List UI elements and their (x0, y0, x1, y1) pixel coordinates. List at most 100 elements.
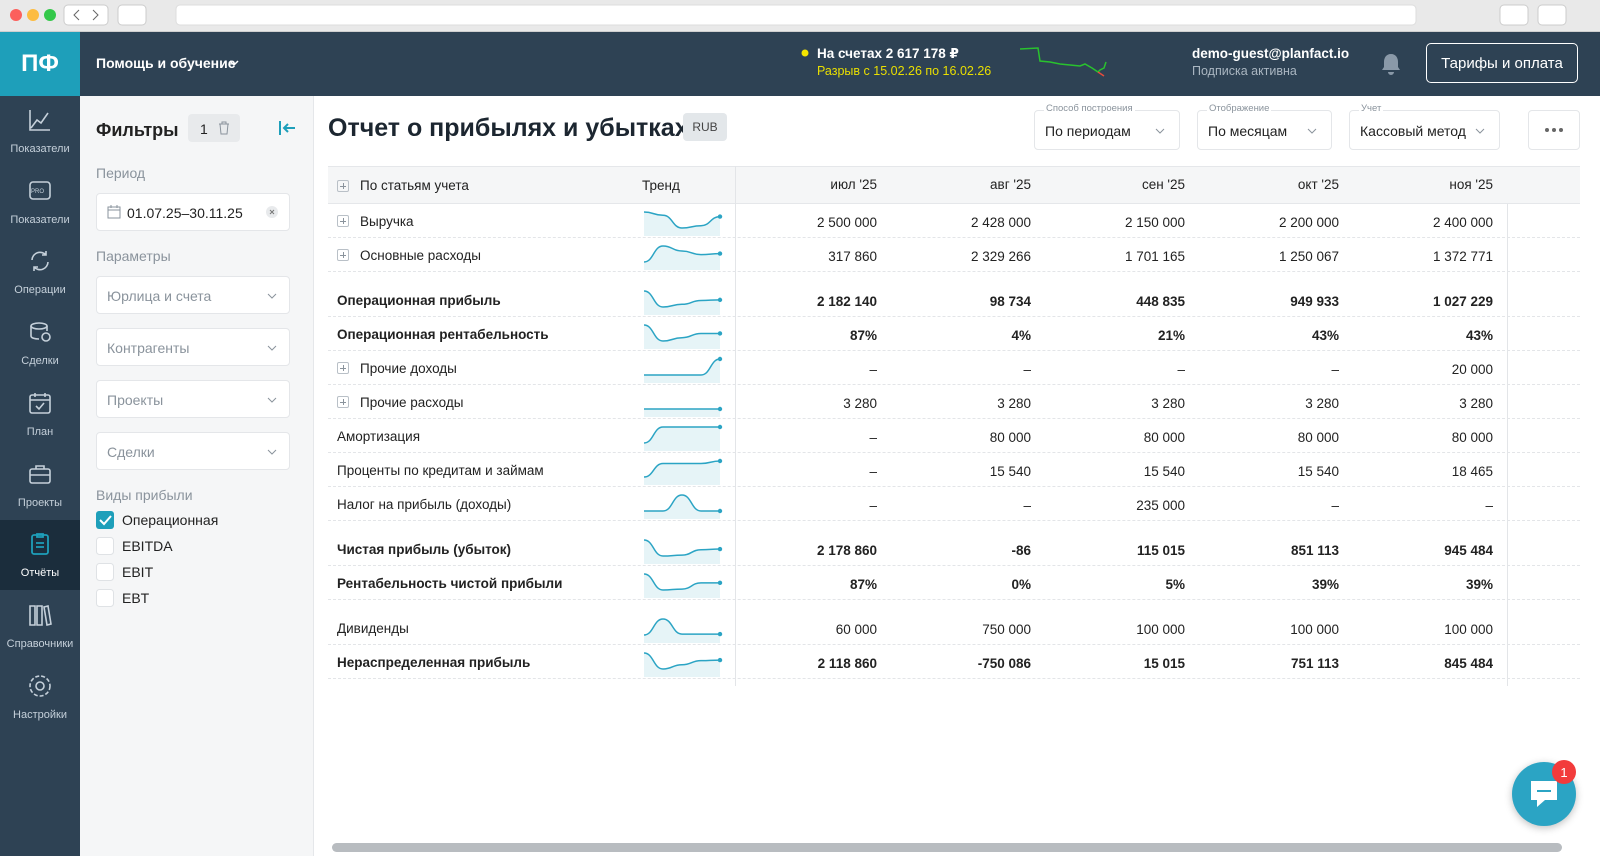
table-cell: 3 280 (1151, 396, 1185, 411)
filter-dropdown[interactable]: Контрагенты (96, 328, 290, 366)
table-cell: 98 734 (989, 294, 1031, 309)
nav-item[interactable]: Справочники (0, 591, 80, 661)
table-row[interactable]: Рентабельность чистой прибыли 87% 0% 5% 39% 3… (328, 566, 1580, 600)
table-cell: 3 280 (1459, 396, 1493, 411)
group-header[interactable]: По статьям учета (360, 178, 469, 193)
select-control[interactable]: По месяцам (1197, 110, 1332, 150)
nav-item[interactable]: План (0, 379, 80, 449)
checkbox (96, 511, 114, 529)
select-control[interactable]: По периодам (1034, 110, 1180, 150)
nav-badge: PRO (31, 188, 45, 195)
expand-icon[interactable] (337, 396, 349, 408)
column-divider (735, 166, 736, 686)
chat-button[interactable]: 1 (1512, 760, 1576, 826)
table-cell: – (1023, 498, 1031, 513)
balance[interactable]: На счетах 2 617 178 ₽ (817, 46, 959, 61)
filter-dropdown[interactable]: Сделки (96, 432, 290, 470)
collapse-icon[interactable] (278, 120, 296, 136)
cash-gap[interactable]: Разрыв с 15.02.26 по 16.02.26 (817, 64, 992, 78)
table-cell: – (869, 464, 877, 479)
browser-toolbar (0, 0, 1600, 32)
nav-label: Показатели (10, 143, 70, 155)
horizontal-scrollbar[interactable] (332, 843, 1562, 852)
table-cell: 1 250 067 (1278, 249, 1339, 264)
trash-icon[interactable] (218, 121, 230, 135)
user-email[interactable]: demo-guest@planfact.io (1192, 46, 1350, 61)
params-label: Параметры (96, 248, 171, 264)
table-row[interactable]: Основные расходы 317 860 2 329 266 1 701 16… (328, 238, 1580, 272)
table-cell: 1 372 771 (1432, 249, 1493, 264)
table-header: По статьям учета Тренд (328, 166, 1580, 204)
trend-sparkline (643, 539, 723, 564)
logo[interactable]: ПФ (0, 32, 80, 96)
nav-item[interactable]: Отчёты (0, 520, 80, 591)
chevron (229, 60, 239, 67)
table-cell: 15 540 (1297, 464, 1339, 479)
clear-icon[interactable] (265, 205, 279, 219)
chevron (267, 345, 277, 351)
select-label: Способ построения (1044, 103, 1135, 114)
row-label: Амортизация (337, 429, 421, 444)
table-cell: 317 860 (828, 249, 877, 264)
nav-item[interactable]: Настройки (0, 662, 80, 732)
nav-item[interactable]: Сделки (0, 308, 80, 378)
period-label: Период (96, 165, 146, 181)
table-cell: 4% (1011, 328, 1031, 343)
expand-icon[interactable] (337, 215, 349, 227)
tariffs-button[interactable]: Тарифы и оплата (1426, 43, 1578, 83)
table-cell: 949 933 (1290, 294, 1339, 309)
filter-dropdown[interactable]: Юрлица и счета (96, 276, 290, 314)
dropdown-placeholder: Контрагенты (107, 340, 190, 356)
table-cell: 21% (1157, 328, 1185, 343)
table-row[interactable]: Дивиденды 60 000 750 000 100 000 100 000 100 … (328, 611, 1580, 645)
period-input[interactable]: 01.07.25–30.11.25 (96, 193, 290, 231)
select-value: Кассовый метод (1360, 123, 1466, 139)
row-label: Прочие доходы (360, 361, 457, 376)
filter-dropdown[interactable]: Проекты (96, 380, 290, 418)
table-cell: 2 150 000 (1124, 215, 1185, 230)
more-button[interactable] (1528, 110, 1580, 150)
table-cell: 15 540 (1143, 464, 1185, 479)
currency-badge[interactable]: RUB (683, 113, 727, 141)
filter-count-badge[interactable]: 1 (188, 114, 240, 142)
nav-icon (29, 110, 50, 131)
table-row[interactable]: Выручка 2 500 000 2 428 000 2 150 000 2 200 … (328, 204, 1580, 238)
table-row[interactable]: Чистая прибыль (убыток) 2 178 860 -86 115 0… (328, 532, 1580, 566)
help-menu[interactable]: Помощь и обучение (96, 55, 236, 71)
table-row[interactable]: Проценты по кредитам и займам – 15 540 15 5… (328, 453, 1580, 487)
table-cell: 100 000 (1444, 622, 1493, 637)
table-row[interactable]: Налог на прибыль (доходы) – – 235 000 – – (328, 487, 1580, 521)
table-cell: 2 500 000 (816, 215, 877, 230)
expand-all[interactable] (337, 180, 349, 192)
table-row[interactable]: Прочие доходы – – – – 20 000 (328, 351, 1580, 385)
expand-icon[interactable] (337, 362, 349, 374)
row-label: Рентабельность чистой прибыли (337, 576, 563, 591)
nav-item[interactable]: Проекты (0, 450, 80, 520)
row-label: Налог на прибыль (доходы) (337, 497, 512, 512)
chat-icon (1531, 781, 1557, 807)
table-row[interactable]: Прочие расходы 3 280 3 280 3 280 3 280 3 280 (328, 385, 1580, 419)
table-cell: 751 113 (1290, 656, 1339, 671)
table-row[interactable]: Операционная рентабельность 87% 4% 21% 43% 43… (328, 317, 1580, 351)
trend-header: Тренд (642, 178, 680, 193)
table-cell: 39% (1311, 577, 1339, 592)
trend-sparkline (643, 618, 723, 643)
expand-icon[interactable] (337, 249, 349, 261)
select-value: По месяцам (1208, 123, 1288, 139)
table-cell: 80 000 (1143, 430, 1185, 445)
select-control[interactable]: Кассовый метод (1349, 110, 1500, 150)
notifications-bell[interactable] (1380, 52, 1402, 76)
trend-sparkline (643, 324, 723, 349)
nav-item[interactable]: PRO Показатели (0, 167, 80, 237)
chevron (267, 449, 277, 455)
table-cell: 5% (1165, 577, 1185, 592)
table-row[interactable]: Амортизация – 80 000 80 000 80 000 80 000 (328, 419, 1580, 453)
nav-icon (29, 604, 52, 626)
table-row[interactable]: Нераспределенная прибыль 2 118 860 -750 08… (328, 645, 1580, 679)
nav-item[interactable]: Операции (0, 237, 80, 307)
nav-item[interactable]: Показатели (0, 96, 80, 166)
table-row[interactable]: Операционная прибыль 2 182 140 98 734 448 8… (328, 283, 1580, 317)
app-header: Помощь и обучение На счетах 2 617 178 ₽ … (0, 32, 1600, 96)
nav-label: Операции (14, 284, 66, 297)
